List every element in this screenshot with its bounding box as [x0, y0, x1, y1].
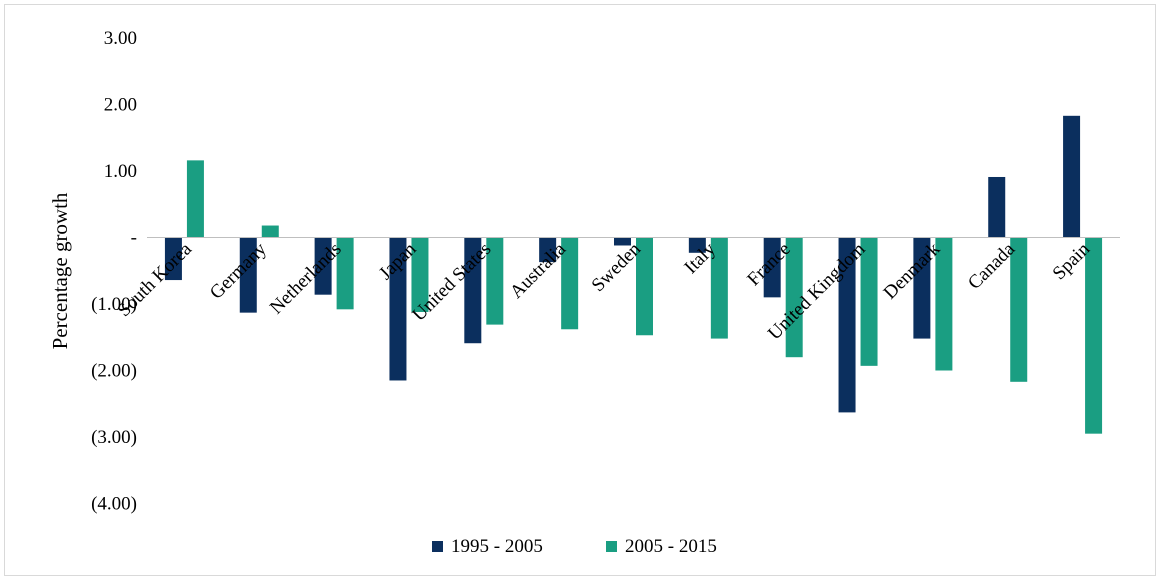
legend-swatch: [432, 541, 443, 552]
bar-series2: [1010, 237, 1028, 382]
legend-swatch: [606, 541, 617, 552]
bar-series2: [860, 237, 878, 366]
bar-series2: [486, 237, 504, 325]
bar-series1: [464, 237, 482, 344]
bar-series2: [785, 237, 803, 358]
category-label: Denmark: [880, 238, 945, 303]
y-tick-label: (3.00): [91, 427, 137, 448]
y-axis-ticks: 3.00 2.00 1.00 - (1.00) (2.00) (3.00) (4.00): [91, 28, 137, 515]
bar-series2: [336, 237, 354, 310]
bar-series1: [539, 237, 557, 263]
category-label: Australia: [506, 238, 570, 302]
category-label: Netherlands: [266, 239, 346, 319]
y-tick-label: (4.00): [91, 494, 137, 515]
bar-series1: [314, 237, 332, 295]
bar-series2: [710, 237, 728, 339]
y-tick-label: -: [131, 228, 137, 249]
y-tick-label: 1.00: [104, 161, 137, 182]
bars: [164, 115, 1103, 434]
bar-series1: [389, 237, 407, 381]
bar-series1: [164, 237, 182, 281]
y-tick-label: (1.00): [91, 294, 137, 315]
bar-series1: [838, 237, 856, 413]
bar-series2: [1085, 237, 1103, 434]
chart-frame: [4, 4, 1156, 576]
bar-series2: [411, 237, 429, 312]
y-axis-label: Percentage growth: [48, 192, 72, 349]
bar-series1: [239, 237, 257, 313]
y-tick-label: 2.00: [104, 95, 137, 116]
bar-series2: [935, 237, 953, 371]
bar-series1: [763, 237, 781, 298]
legend-label: 1995 - 2005: [451, 536, 543, 557]
y-tick-label: (2.00): [91, 361, 137, 382]
bar-series2: [261, 225, 279, 238]
bar-series1: [688, 237, 706, 253]
bar-series1: [1063, 115, 1081, 238]
bar-series1: [913, 237, 931, 339]
bar-series2: [186, 160, 204, 238]
bar-series1: [988, 176, 1006, 238]
bar-series2: [636, 237, 653, 336]
y-tick-label: 3.00: [104, 28, 137, 49]
category-label: South Korea: [114, 238, 197, 321]
legend: 1995 - 2005 2005 - 2015: [432, 536, 717, 557]
bar-series2: [561, 237, 579, 330]
category-label: Germany: [206, 238, 271, 303]
legend-label: 2005 - 2015: [625, 536, 717, 557]
bar-series1: [614, 237, 631, 246]
